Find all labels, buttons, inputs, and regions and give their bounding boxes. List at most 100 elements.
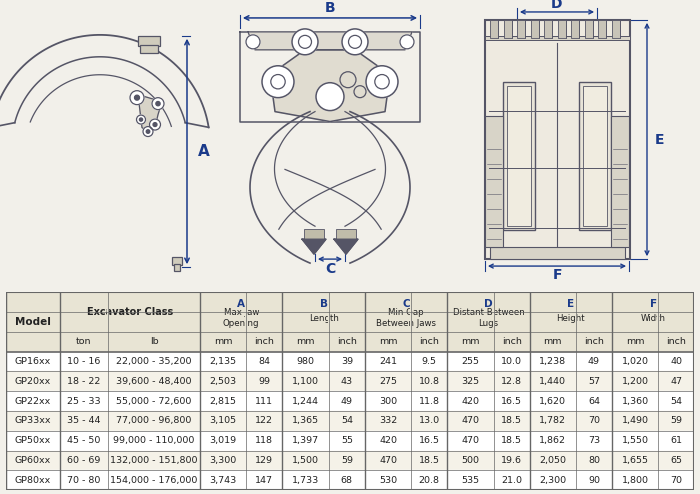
Bar: [611, 116, 629, 247]
Circle shape: [262, 66, 294, 98]
Text: 21.0: 21.0: [501, 476, 522, 485]
Text: 132,000 - 151,800: 132,000 - 151,800: [111, 456, 197, 465]
Text: 10.0: 10.0: [501, 357, 522, 366]
Text: inch: inch: [666, 337, 686, 346]
Circle shape: [342, 29, 368, 55]
Bar: [503, 82, 535, 230]
Text: 1,862: 1,862: [539, 436, 566, 445]
Bar: [6, 451, 694, 470]
Circle shape: [139, 118, 143, 121]
Text: 129: 129: [256, 456, 274, 465]
Text: E: E: [567, 298, 575, 309]
Text: 1,550: 1,550: [622, 436, 649, 445]
Text: 470: 470: [461, 436, 480, 445]
Bar: [6, 470, 694, 490]
Circle shape: [134, 95, 139, 100]
Text: 77,000 - 96,800: 77,000 - 96,800: [116, 416, 192, 425]
Text: 19.6: 19.6: [501, 456, 522, 465]
Polygon shape: [302, 239, 326, 254]
Text: 325: 325: [461, 377, 480, 386]
Text: E: E: [655, 132, 664, 147]
Text: 16.5: 16.5: [419, 436, 440, 445]
Text: 1,620: 1,620: [539, 397, 566, 406]
Bar: [6, 292, 694, 352]
Text: A: A: [237, 298, 245, 309]
Text: 55: 55: [341, 436, 353, 445]
Text: 275: 275: [379, 377, 397, 386]
Circle shape: [143, 126, 153, 136]
Text: 22,000 - 35,200: 22,000 - 35,200: [116, 357, 192, 366]
Text: 1,100: 1,100: [292, 377, 319, 386]
Text: 1,782: 1,782: [539, 416, 566, 425]
Text: F: F: [650, 298, 657, 309]
Text: 154,000 - 176,000: 154,000 - 176,000: [111, 476, 197, 485]
Bar: [172, 257, 182, 265]
Text: 18.5: 18.5: [501, 436, 522, 445]
Text: mm: mm: [626, 337, 645, 346]
Text: 70 - 80: 70 - 80: [67, 476, 101, 485]
Text: 1,500: 1,500: [292, 456, 319, 465]
Polygon shape: [270, 50, 390, 122]
Text: 57: 57: [588, 377, 600, 386]
Text: GP50xx: GP50xx: [15, 436, 51, 445]
Text: 2,050: 2,050: [539, 456, 566, 465]
Polygon shape: [138, 95, 162, 131]
Bar: [531, 20, 538, 38]
Bar: [544, 20, 552, 38]
Text: inch: inch: [337, 337, 357, 346]
Text: 64: 64: [588, 397, 600, 406]
Text: 1,800: 1,800: [622, 476, 649, 485]
Bar: [490, 20, 498, 38]
Text: 1,244: 1,244: [292, 397, 319, 406]
Bar: [490, 247, 625, 259]
Text: 2,300: 2,300: [539, 476, 566, 485]
Text: 1,733: 1,733: [292, 476, 319, 485]
Text: 3,743: 3,743: [209, 476, 237, 485]
Text: 11.8: 11.8: [419, 397, 440, 406]
Text: GP22xx: GP22xx: [15, 397, 51, 406]
Polygon shape: [248, 32, 412, 50]
Text: 99,000 - 110,000: 99,000 - 110,000: [113, 436, 195, 445]
Text: Width: Width: [640, 314, 666, 323]
Text: 1,440: 1,440: [539, 377, 566, 386]
Text: mm: mm: [379, 337, 398, 346]
Bar: [485, 116, 503, 247]
Text: 1,238: 1,238: [539, 357, 566, 366]
Circle shape: [150, 119, 160, 130]
Text: 10 - 16: 10 - 16: [67, 357, 101, 366]
Circle shape: [400, 35, 414, 49]
Text: F: F: [552, 268, 561, 282]
Text: 500: 500: [461, 456, 480, 465]
Circle shape: [146, 130, 150, 133]
Bar: [485, 36, 630, 40]
Text: 84: 84: [258, 357, 270, 366]
Text: GP33xx: GP33xx: [15, 416, 51, 425]
Text: 68: 68: [341, 476, 353, 485]
Bar: [584, 20, 592, 38]
Text: inch: inch: [584, 337, 604, 346]
Circle shape: [316, 82, 344, 111]
Text: 18.5: 18.5: [419, 456, 440, 465]
Text: 122: 122: [256, 416, 274, 425]
Text: mm: mm: [214, 337, 232, 346]
Bar: [336, 229, 356, 239]
Text: A: A: [198, 144, 210, 159]
Text: 47: 47: [671, 377, 682, 386]
Text: 65: 65: [671, 456, 682, 465]
Text: 1,360: 1,360: [622, 397, 649, 406]
Text: 1,655: 1,655: [622, 456, 649, 465]
Text: 18 - 22: 18 - 22: [67, 377, 101, 386]
Circle shape: [340, 72, 356, 88]
Text: C: C: [402, 298, 409, 309]
Text: 300: 300: [379, 397, 397, 406]
Text: D: D: [552, 0, 563, 11]
Text: 18.5: 18.5: [501, 416, 522, 425]
Text: D: D: [484, 298, 493, 309]
Bar: [140, 45, 158, 53]
Text: 1,490: 1,490: [622, 416, 649, 425]
Text: 39: 39: [341, 357, 353, 366]
Text: 111: 111: [256, 397, 274, 406]
Text: 99: 99: [258, 377, 270, 386]
Text: 9.5: 9.5: [421, 357, 437, 366]
Bar: [583, 86, 607, 226]
